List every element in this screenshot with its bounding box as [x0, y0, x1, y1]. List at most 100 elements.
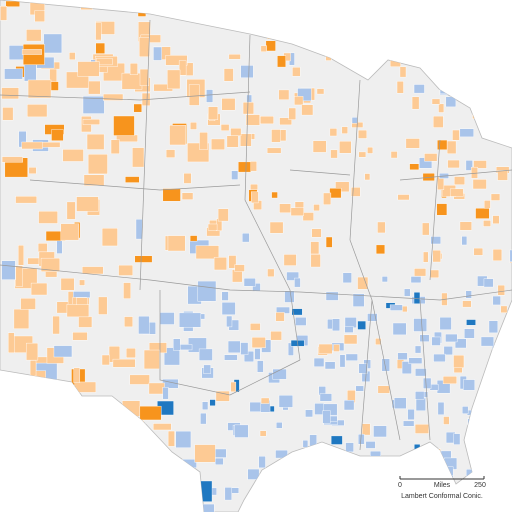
county-patch — [69, 52, 76, 60]
county-patch — [324, 361, 336, 370]
county-patch — [270, 331, 282, 341]
county-patch — [163, 347, 180, 366]
county-patch — [260, 115, 274, 125]
county-patch — [188, 84, 200, 106]
county-patch — [198, 348, 213, 361]
county-patch — [397, 194, 410, 201]
county-patch — [21, 49, 42, 55]
county-patch — [221, 98, 236, 111]
county-patch — [291, 308, 303, 316]
county-patch — [446, 140, 457, 154]
county-patch — [217, 208, 229, 222]
county-patch — [414, 424, 429, 434]
scale-bar: 0 Miles 250 Lambert Conformal Conic. — [398, 476, 486, 500]
county-patch — [413, 318, 428, 332]
county-patch — [37, 243, 48, 253]
county-patch — [335, 181, 350, 193]
county-patch — [200, 412, 207, 425]
county-patch — [433, 115, 444, 128]
county-patch — [138, 315, 150, 335]
county-patch — [60, 223, 79, 241]
county-patch — [361, 423, 371, 436]
county-patch — [73, 367, 81, 383]
county-patch — [341, 126, 348, 134]
county-patch — [251, 337, 266, 349]
county-patch — [409, 163, 420, 171]
county-patch — [247, 468, 260, 480]
county-patch — [415, 397, 426, 411]
county-patch — [492, 295, 501, 306]
county-patch — [148, 382, 165, 395]
county-patch — [405, 138, 420, 149]
county-patch — [312, 140, 327, 153]
county-patch — [0, 6, 8, 21]
county-patch — [139, 405, 162, 421]
county-patch — [492, 215, 500, 224]
county-patch — [60, 277, 75, 291]
county-patch — [259, 430, 267, 437]
county-patch — [393, 397, 407, 409]
county-patch — [351, 117, 358, 124]
county-patch — [431, 98, 441, 105]
county-patch — [465, 290, 472, 299]
county-patch — [72, 332, 88, 341]
county-patch — [272, 368, 287, 380]
county-patch — [181, 192, 194, 200]
county-patch — [8, 332, 15, 354]
county-patch — [423, 251, 429, 263]
county-patch — [76, 196, 99, 212]
county-patch — [452, 129, 460, 141]
county-patch — [445, 333, 458, 343]
county-patch — [153, 46, 162, 61]
county-patch — [27, 104, 48, 118]
county-patch — [438, 103, 445, 113]
county-patch — [423, 377, 432, 389]
county-patch — [162, 387, 169, 400]
county-patch — [322, 410, 331, 424]
county-patch — [95, 22, 102, 41]
county-patch — [279, 203, 291, 214]
county-patch — [226, 135, 239, 148]
county-patch — [492, 249, 503, 261]
county-patch — [143, 349, 160, 370]
county-patch — [415, 368, 427, 377]
county-patch — [402, 305, 408, 313]
county-patch — [351, 187, 361, 197]
county-patch — [40, 257, 61, 272]
county-patch — [214, 448, 227, 458]
county-patch — [78, 316, 93, 328]
county-patch — [449, 188, 464, 197]
county-patch — [473, 247, 484, 256]
county-patch — [2, 107, 14, 121]
county-patch — [390, 151, 398, 159]
county-patch — [194, 444, 216, 463]
county-patch — [221, 291, 229, 301]
county-patch — [411, 96, 420, 110]
county-patch — [43, 33, 63, 54]
county-patch — [413, 292, 421, 304]
county-patch — [365, 441, 376, 449]
county-patch — [364, 173, 371, 181]
county-patch — [358, 363, 368, 374]
county-patch — [226, 315, 233, 328]
county-patch — [286, 271, 299, 281]
county-patch — [1, 87, 19, 100]
county-patch — [465, 160, 473, 171]
county-patch — [29, 360, 37, 377]
county-patch — [473, 160, 487, 169]
county-patch — [432, 249, 441, 263]
county-patch — [404, 288, 411, 297]
county-patch — [310, 241, 320, 255]
county-patch — [399, 66, 407, 78]
county-patch — [243, 278, 256, 287]
county-patch — [310, 254, 321, 268]
county-patch — [333, 344, 340, 352]
county-patch — [313, 357, 325, 367]
county-patch — [238, 161, 251, 173]
county-patch — [357, 320, 366, 330]
county-patch — [88, 80, 101, 95]
county-patch — [277, 55, 286, 68]
county-patch — [345, 442, 354, 453]
county-patch — [408, 357, 423, 364]
